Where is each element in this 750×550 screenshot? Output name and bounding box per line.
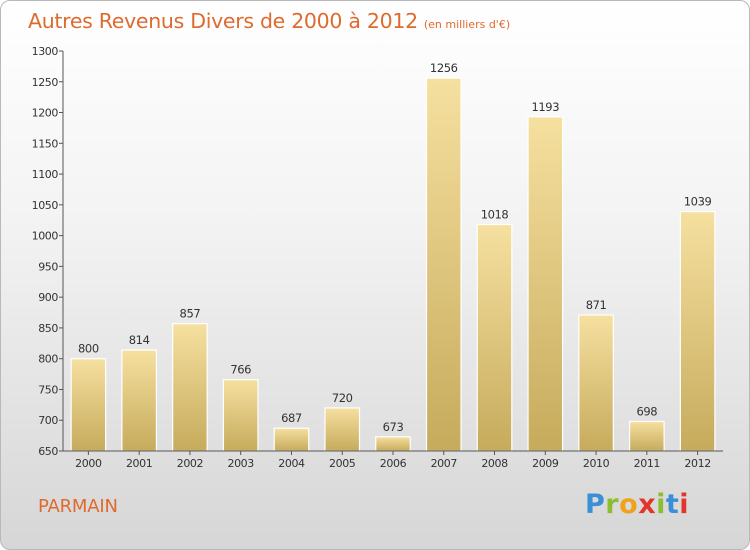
x-tick-label: 2002 xyxy=(177,457,203,470)
x-tick-label: 2006 xyxy=(380,457,407,470)
x-tick-label: 2000 xyxy=(75,457,102,470)
bar-group: 698 xyxy=(628,404,665,452)
bars: 800 814 857 766 687 720 673 1256 1018 1193 871 698 1… xyxy=(70,61,716,452)
x-tick-label: 2005 xyxy=(329,457,356,470)
bar-value-label: 1256 xyxy=(430,61,458,75)
y-tick-label: 700 xyxy=(38,414,58,427)
chart-title: Autres Revenus Divers de 2000 à 2012 (en … xyxy=(28,9,510,33)
bar xyxy=(273,427,310,452)
bar xyxy=(527,116,564,452)
x-tick-label: 2012 xyxy=(684,457,710,470)
bar-value-label: 698 xyxy=(636,404,657,418)
x-tick-label: 2010 xyxy=(583,457,610,470)
bar-group: 857 xyxy=(172,307,208,452)
bar-group: 871 xyxy=(578,298,614,452)
bar-group: 1039 xyxy=(679,195,716,452)
logo-letter: P xyxy=(585,489,606,520)
chart-title-text: Autres Revenus Divers de 2000 à 2012 xyxy=(28,9,418,33)
bar xyxy=(628,420,665,452)
bar xyxy=(578,314,614,452)
y-tick-label: 950 xyxy=(38,260,58,273)
logo-letter: x xyxy=(638,489,657,520)
y-tick-label: 1250 xyxy=(32,76,59,89)
bar xyxy=(222,379,259,452)
bar xyxy=(172,323,208,452)
bar-group: 1018 xyxy=(476,208,513,452)
logo-letter: o xyxy=(619,489,639,520)
x-tick-label: 2011 xyxy=(634,457,660,470)
y-tick-label: 750 xyxy=(38,383,58,396)
x-tick-label: 2009 xyxy=(532,457,559,470)
bar-group: 1256 xyxy=(425,61,462,452)
y-tick-label: 900 xyxy=(38,291,58,304)
bar-value-label: 1018 xyxy=(481,208,509,222)
bar-group: 800 xyxy=(70,342,107,452)
x-tick-label: 2001 xyxy=(126,457,152,470)
x-tick-label: 2004 xyxy=(278,457,305,470)
y-tick-label: 1100 xyxy=(32,168,59,181)
y-axis: 650 700 750 800 850 900 950 1000 1050 1100 1150 120… xyxy=(32,45,64,458)
logo-letter: i xyxy=(656,489,666,520)
bar xyxy=(324,407,361,452)
bar-group: 687 xyxy=(273,411,310,452)
bar-group: 814 xyxy=(121,333,158,452)
bar-group: 1193 xyxy=(527,100,564,452)
y-tick-label: 1150 xyxy=(32,137,59,150)
bar-group: 673 xyxy=(375,420,411,452)
logo-letter: r xyxy=(605,489,620,520)
bar-group: 766 xyxy=(222,363,259,452)
bar-value-label: 814 xyxy=(129,333,150,347)
y-tick-label: 650 xyxy=(38,445,58,458)
bar-value-label: 857 xyxy=(180,307,201,321)
bar xyxy=(425,77,462,452)
logo-letter: t xyxy=(665,489,680,520)
x-tick-label: 2003 xyxy=(227,457,254,470)
commune-name: PARMAIN xyxy=(38,496,118,517)
bar-value-label: 673 xyxy=(383,420,404,434)
bar xyxy=(375,436,411,452)
x-tick-label: 2008 xyxy=(481,457,508,470)
bar xyxy=(679,211,716,452)
bar-value-label: 1039 xyxy=(684,195,712,209)
bar-value-label: 800 xyxy=(78,342,99,356)
bar xyxy=(476,223,513,452)
bar-value-label: 1193 xyxy=(531,100,559,114)
logo-letter: i xyxy=(679,489,690,520)
y-tick-label: 800 xyxy=(38,353,58,366)
proxiti-logo[interactable]: Proxiti xyxy=(585,489,689,523)
y-tick-label: 1200 xyxy=(32,107,59,120)
bar-value-label: 871 xyxy=(586,298,607,312)
x-axis: 2000 2001 2002 2003 2004 2005 2006 2007 2008 2009… xyxy=(63,450,723,470)
bar-value-label: 687 xyxy=(281,411,302,425)
y-tick-label: 1300 xyxy=(32,45,59,58)
bar xyxy=(70,358,107,452)
bar-value-label: 720 xyxy=(332,391,353,405)
x-tick-label: 2007 xyxy=(431,457,458,470)
chart-unit: (en milliers d'€) xyxy=(423,18,511,31)
bar-value-label: 766 xyxy=(230,363,251,377)
y-tick-label: 1000 xyxy=(32,230,59,243)
y-tick-label: 1050 xyxy=(32,199,59,212)
bar xyxy=(121,349,158,452)
bar-group: 720 xyxy=(324,391,361,452)
y-tick-label: 850 xyxy=(38,322,58,335)
